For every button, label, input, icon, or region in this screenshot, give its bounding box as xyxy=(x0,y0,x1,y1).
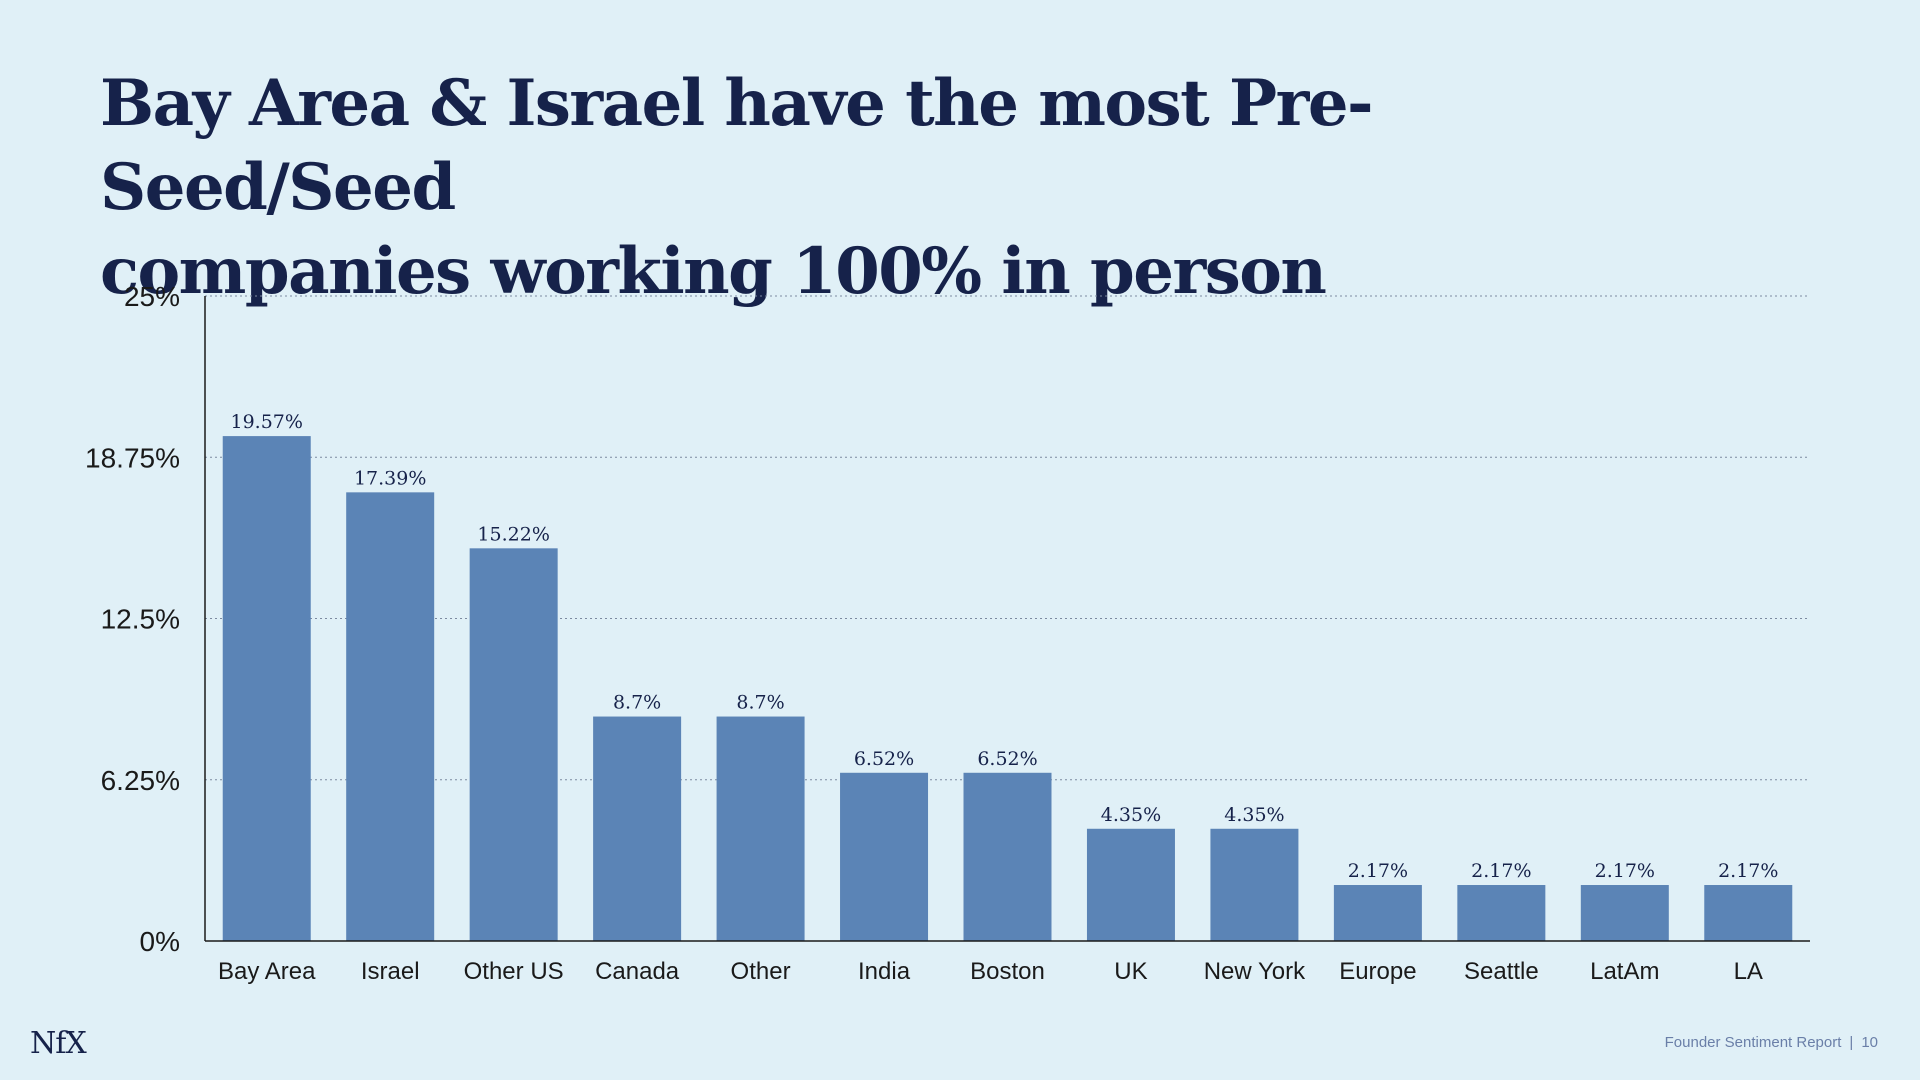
y-tick-label: 25% xyxy=(124,281,180,312)
footer-separator: | xyxy=(1849,1034,1854,1051)
data-label: 2.17% xyxy=(1718,860,1778,882)
x-tick-label: Europe xyxy=(1339,958,1416,985)
bar xyxy=(1086,828,1175,941)
bar xyxy=(1333,885,1422,941)
data-label: 8.7% xyxy=(736,692,784,714)
bar xyxy=(1457,885,1546,941)
data-label: 4.35% xyxy=(1224,804,1284,826)
data-label: 2.17% xyxy=(1348,860,1408,882)
data-label: 8.7% xyxy=(613,692,661,714)
data-label: 19.57% xyxy=(231,411,303,433)
bar xyxy=(963,772,1052,941)
title-line-2: companies working 100% in person xyxy=(100,234,1327,309)
data-label: 4.35% xyxy=(1101,804,1161,826)
x-tick-label: LA xyxy=(1734,958,1763,985)
x-tick-label: UK xyxy=(1114,958,1147,985)
x-tick-label: India xyxy=(858,958,911,985)
bar xyxy=(840,772,929,941)
data-label: 2.17% xyxy=(1595,860,1655,882)
bar xyxy=(469,548,558,941)
title-line-1: Bay Area & Israel have the most Pre-Seed… xyxy=(100,66,1374,225)
y-tick-label: 12.5% xyxy=(101,604,180,635)
page-title: Bay Area & Israel have the most Pre-Seed… xyxy=(100,62,1700,314)
data-label: 6.52% xyxy=(854,748,914,770)
data-label: 2.17% xyxy=(1471,860,1531,882)
data-label: 15.22% xyxy=(477,523,549,545)
x-tick-label: Canada xyxy=(595,958,680,985)
y-tick-label: 0% xyxy=(140,926,180,957)
x-tick-label: LatAm xyxy=(1590,958,1659,985)
x-tick-label: Bay Area xyxy=(218,958,316,985)
page-number: 10 xyxy=(1861,1034,1878,1051)
data-label: 6.52% xyxy=(977,748,1037,770)
bar xyxy=(346,492,435,941)
footer-report-name: Founder Sentiment Report xyxy=(1664,1034,1842,1051)
y-tick-label: 18.75% xyxy=(85,442,180,473)
x-tick-label: Other US xyxy=(464,958,564,985)
x-tick-label: Seattle xyxy=(1464,958,1539,985)
x-tick-label: Israel xyxy=(361,958,420,985)
y-tick-label: 6.25% xyxy=(101,765,180,796)
x-tick-label: Boston xyxy=(970,958,1045,985)
x-tick-label: Other xyxy=(731,958,791,985)
bar xyxy=(593,716,682,941)
bar xyxy=(1210,828,1299,941)
footer: Founder Sentiment Report | 10 xyxy=(1665,1034,1878,1051)
bar xyxy=(222,436,311,941)
x-tick-label: New York xyxy=(1204,958,1306,985)
bar xyxy=(1704,885,1793,941)
bar xyxy=(1580,885,1669,941)
data-label: 17.39% xyxy=(354,467,426,489)
nfx-logo: NfX xyxy=(30,1026,87,1061)
bar-chart: 0% 6.25% 12.5% 18.75% 25% 19.57% Bay Area 17.39… xyxy=(85,281,1810,985)
bar xyxy=(716,716,805,941)
